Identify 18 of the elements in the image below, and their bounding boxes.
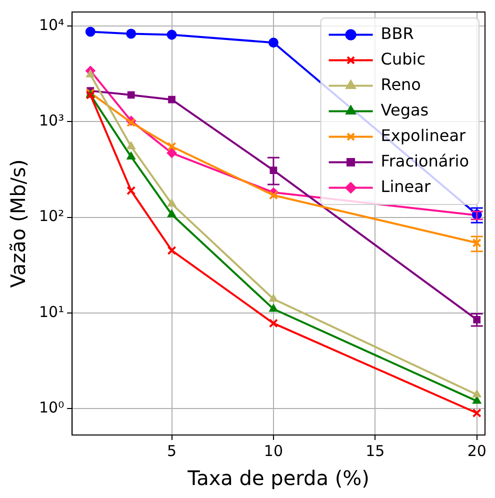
y-tick-label: 10² [38, 207, 64, 226]
x-tick-label: 5 [166, 442, 177, 460]
legend-label: Linear [380, 176, 431, 196]
legend-label: Cubic [380, 49, 426, 68]
x-tick-label: 20 [467, 442, 486, 460]
legend-label: BBR [380, 24, 414, 43]
x-tick-label: 15 [366, 442, 385, 460]
y-tick-label: 10⁴ [38, 16, 64, 34]
legend-label: Vegas [380, 100, 429, 120]
legend-label: Expolinear [380, 126, 466, 145]
legend-label: Reno [380, 74, 421, 94]
x-axis-title: Taxa de perda (%) [186, 466, 370, 490]
y-tick-label: 10¹ [38, 302, 64, 321]
legend-label: Fracionário [380, 151, 470, 170]
y-axis-title: Vazão (Mb/s) [6, 159, 30, 288]
y-tick-label: 10⁰ [38, 398, 64, 417]
y-tick-label: 10³ [38, 112, 64, 130]
x-tick-label: 10 [264, 442, 284, 460]
